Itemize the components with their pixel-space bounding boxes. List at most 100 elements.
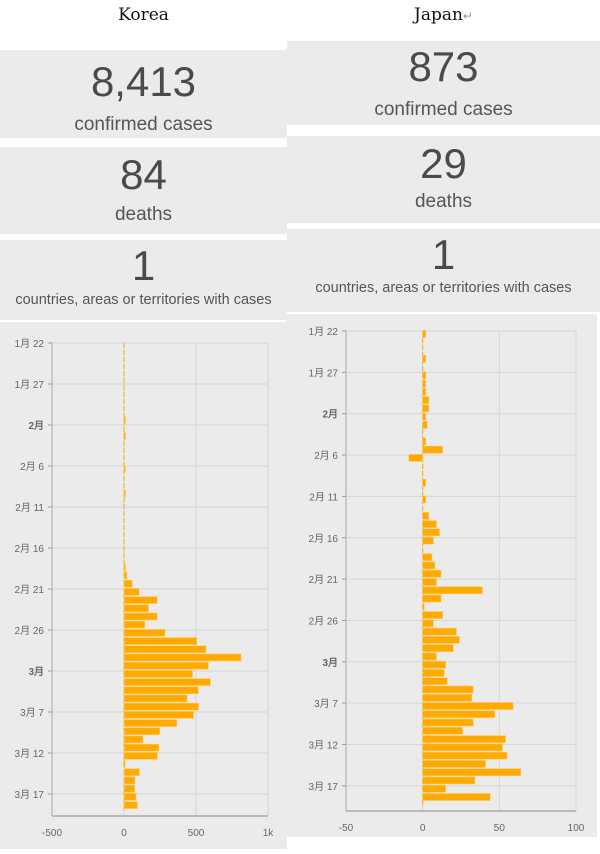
y-tick-label: 3月 12 xyxy=(15,748,45,760)
bar xyxy=(422,644,454,652)
bar xyxy=(408,454,423,462)
bar xyxy=(123,686,199,695)
bar xyxy=(123,760,126,768)
y-tick-label: 3月 xyxy=(322,657,338,669)
bar xyxy=(123,579,133,588)
bar xyxy=(422,793,491,801)
y-tick-label: 2月 21 xyxy=(309,574,339,586)
y-tick-label: 2月 16 xyxy=(309,533,339,545)
bar xyxy=(422,784,446,793)
bar xyxy=(422,578,437,586)
bar xyxy=(123,678,211,686)
bar xyxy=(123,735,144,744)
bar xyxy=(422,636,460,644)
korea-bar-chart: 1月 22 1月 27 2月 2月 6 2月 11 2月 16 2月 21 2月 26 3月 3月… xyxy=(15,338,275,839)
y-tick-label: 1月 22 xyxy=(309,326,339,338)
bar xyxy=(422,396,430,404)
bar xyxy=(422,702,514,710)
y-tick-label: 1月 27 xyxy=(309,367,339,379)
bar xyxy=(422,445,443,454)
y-tick-label: 2月 21 xyxy=(15,584,45,596)
confirmed-label: confirmed cases xyxy=(74,114,213,135)
x-tick-label: 1k xyxy=(263,828,275,839)
x-tick-label: 500 xyxy=(188,828,205,839)
y-tick-label: 2月 11 xyxy=(309,491,338,503)
bar xyxy=(422,594,442,603)
countries-count: 1 xyxy=(131,242,156,289)
deaths-count: 29 xyxy=(420,140,467,187)
bar xyxy=(123,571,128,580)
y-tick-label: 1月 22 xyxy=(15,338,45,350)
bar xyxy=(123,743,160,752)
korea-chart: 1月 22 1月 27 2月 2月 6 2月 11 2月 16 2月 21 2月 26 3月 3月… xyxy=(0,322,287,849)
bar xyxy=(123,563,126,572)
bar xyxy=(123,661,209,670)
bar xyxy=(123,752,158,760)
bar xyxy=(123,702,199,711)
return-mark: ↵ xyxy=(462,9,473,23)
bar xyxy=(422,536,434,545)
y-tick-label: 3月 17 xyxy=(15,789,45,801)
y-tick-label: 3月 12 xyxy=(309,740,339,752)
bar xyxy=(422,710,496,719)
bar xyxy=(422,776,476,785)
bar xyxy=(422,735,506,743)
bar xyxy=(123,801,138,809)
bar xyxy=(422,693,473,702)
x-tick-label: -500 xyxy=(42,828,62,839)
confirmed-count: 8,413 xyxy=(90,58,197,105)
x-tick-label: 100 xyxy=(568,823,585,834)
bar xyxy=(422,478,427,487)
bar xyxy=(123,588,140,596)
confirmed-count: 873 xyxy=(408,43,479,90)
japan-title: Japan xyxy=(414,5,463,25)
bar xyxy=(123,711,194,719)
bar xyxy=(123,432,126,440)
bar xyxy=(123,784,135,793)
deaths-label: deaths xyxy=(414,191,473,212)
bar xyxy=(123,596,158,604)
bar xyxy=(422,586,483,595)
countries-card: 1 countries, areas or territories with c… xyxy=(0,238,287,320)
deaths-card: 84 deaths xyxy=(0,146,287,234)
bar xyxy=(123,465,126,473)
bar xyxy=(422,561,436,570)
countries-label: countries, areas or territories with cas… xyxy=(315,280,572,296)
bar xyxy=(422,727,463,735)
countries-count: 1 xyxy=(431,231,456,278)
x-tick-label: 50 xyxy=(494,823,506,834)
y-tick-label: 2月 26 xyxy=(15,625,45,637)
bar xyxy=(422,660,446,669)
bar xyxy=(422,718,474,727)
japan-chart: 1月 22 1月 27 2月 2月 6 2月 11 2月 16 2月 21 2月 26 3月 3月… xyxy=(287,314,597,837)
bar xyxy=(422,520,437,528)
bar xyxy=(422,611,443,619)
japan-title-row: Japan↵ xyxy=(287,5,600,25)
bar xyxy=(422,379,427,388)
bar xyxy=(123,776,136,785)
japan-bar-chart: 1月 22 1月 27 2月 2月 6 2月 11 2月 16 2月 21 2月 26 3月 3月… xyxy=(309,326,585,834)
y-tick-label: 3月 17 xyxy=(309,781,339,793)
y-tick-label: 2月 6 xyxy=(314,450,338,462)
bar xyxy=(123,727,161,736)
bar xyxy=(422,412,427,421)
bar xyxy=(422,627,457,636)
japan-panel: Japan↵ 873 confirmed cases 29 deaths 1 c… xyxy=(287,0,600,849)
x-tick-label: -50 xyxy=(339,823,354,834)
bar xyxy=(422,511,430,520)
x-tick-label: 0 xyxy=(420,823,426,834)
bar xyxy=(422,652,437,661)
countries-card: 1 countries, areas or territories with c… xyxy=(287,227,600,312)
y-tick-label: 2月 xyxy=(28,420,44,432)
y-tick-label: 2月 xyxy=(322,409,338,421)
bar xyxy=(422,371,427,380)
y-tick-label: 2月 11 xyxy=(15,502,44,514)
y-tick-label: 3月 xyxy=(28,666,44,678)
bar xyxy=(422,760,486,768)
countries-label: countries, areas or territories with cas… xyxy=(15,292,272,308)
y-tick-label: 1月 27 xyxy=(15,379,45,391)
bar xyxy=(123,768,140,777)
bar xyxy=(422,421,428,429)
bar xyxy=(123,719,178,727)
bar xyxy=(422,602,425,611)
